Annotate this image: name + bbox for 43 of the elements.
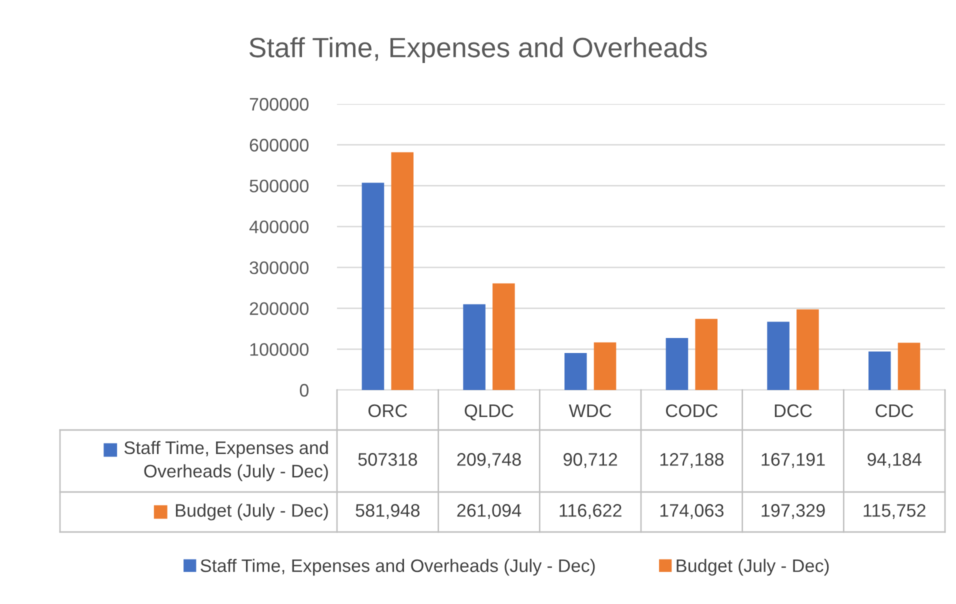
y-tick-label: 400000 (249, 220, 309, 234)
data-label: 197,329 (762, 504, 825, 519)
x-tick-label: CDC (876, 404, 914, 418)
data-label: 507318 (358, 453, 418, 466)
data-label: 94,184 (868, 453, 922, 468)
bar (564, 352, 587, 390)
y-tick-label: 700000 (250, 98, 309, 111)
y-tick-label: 300000 (250, 261, 309, 274)
y-tick-label: 200000 (250, 302, 309, 316)
x-tick-label: WDC (568, 404, 612, 418)
bar (868, 352, 891, 390)
legend-label: Budget (July - Dec) (176, 504, 328, 520)
y-tick-label: 500000 (250, 180, 309, 192)
y-tick-label: 600000 (250, 138, 309, 152)
data-label: 90,712 (564, 453, 618, 468)
data-label: 116,622 (560, 504, 622, 519)
text: Staff Time, Expenses and Overheads (July - Dec) (200, 558, 595, 576)
bar (767, 322, 790, 390)
bar (463, 304, 486, 390)
bar (594, 342, 616, 390)
chart-title: Staff Time, Expenses and Overheads (249, 37, 707, 63)
x-tick-label: DCC (774, 404, 812, 418)
legend-label: Staff Time, Expenses and Overheads (July - Dec) (124, 440, 328, 482)
data-label: 115,752 (864, 504, 926, 519)
x-tick-label: ORC (368, 404, 408, 418)
data-label: 209,748 (457, 453, 521, 468)
bar (695, 318, 718, 390)
data-label: 261,094 (457, 504, 522, 519)
bar (898, 342, 920, 390)
bar (492, 283, 515, 390)
data-label: 581,948 (356, 504, 420, 519)
data-label: 127,188 (660, 453, 724, 468)
bar (666, 338, 688, 390)
x-tick-label: CODC (666, 404, 718, 418)
bar (391, 152, 414, 390)
data-label: 174,063 (660, 504, 724, 519)
y-tick-label: 100000 (250, 343, 309, 356)
y-tick-label: 0 (300, 384, 309, 397)
bar (796, 309, 819, 390)
data-label: 167,191 (762, 453, 825, 468)
bar (362, 182, 384, 390)
x-tick-label: QLDC (464, 404, 514, 420)
text: Budget (July - Dec) (676, 558, 829, 576)
